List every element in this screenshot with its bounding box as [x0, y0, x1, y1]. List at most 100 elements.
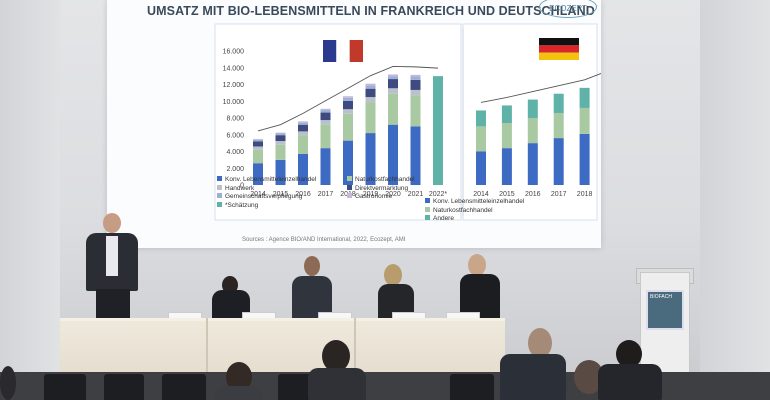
y-tick-label: 12.000	[223, 82, 245, 89]
bar-segment	[579, 87, 590, 108]
bar-segment	[365, 102, 376, 134]
x-tick-label: 2017	[318, 191, 334, 198]
panelist-1-head	[222, 276, 238, 294]
bar-segment	[579, 107, 590, 134]
bar-segment	[365, 97, 376, 103]
x-tick-label: 2014	[250, 191, 266, 198]
legend-item: Gemeinschaftsverpflegung	[217, 193, 316, 202]
panelist-3-head	[384, 264, 402, 286]
y-tick-label: 6.000	[226, 132, 244, 139]
trend-line	[480, 73, 601, 103]
bar-segment	[527, 118, 538, 144]
bar-segment	[320, 148, 331, 185]
presenter-shirt	[106, 236, 118, 276]
germany-flag	[539, 52, 579, 60]
y-tick-label: 14.000	[223, 65, 245, 72]
legend-item: Naturkostfachhandel	[347, 176, 415, 185]
legend-item: *Schätzung	[217, 201, 316, 211]
audience-head	[616, 340, 642, 368]
bar-segment	[365, 83, 376, 86]
bar-segment	[253, 146, 263, 150]
bar-segment	[388, 93, 398, 125]
france-legend-left: Konv. Lebensmitteleinzelhandel Handwerk …	[217, 176, 316, 210]
x-tick-label: 2020	[385, 191, 401, 198]
france-flag	[323, 40, 337, 62]
bar-segment	[410, 95, 421, 127]
bar-segment	[253, 141, 263, 147]
bar-segment	[501, 148, 512, 185]
bar-segment	[275, 144, 286, 160]
bar-segment	[275, 133, 286, 136]
bar-segment	[388, 88, 398, 94]
bar-segment	[365, 85, 376, 89]
bar-segment	[553, 138, 564, 185]
germany-flag	[539, 38, 579, 46]
bar-segment	[553, 112, 564, 139]
wall-panel-left	[0, 0, 60, 400]
bar-segment	[320, 110, 331, 113]
table-seam	[206, 318, 208, 384]
bar-segment	[365, 133, 376, 185]
table-seam	[354, 318, 356, 384]
bar-segment	[501, 105, 512, 124]
audience-head	[528, 328, 552, 358]
bar-segment	[320, 108, 331, 111]
audience-chair	[104, 374, 144, 400]
bar-segment	[476, 126, 486, 152]
legend-item: Naturkostfachhandel	[425, 206, 524, 216]
bar-segment	[388, 124, 398, 185]
bar-segment	[343, 109, 353, 114]
podium-screen: BIOFACH	[646, 290, 684, 330]
audience-chair	[162, 374, 206, 400]
trend-line	[257, 65, 439, 132]
bar-segment	[410, 126, 421, 185]
bar-segment	[433, 76, 443, 185]
ecozept-logo: ECOZEPT	[539, 0, 597, 18]
bar-segment	[298, 122, 308, 125]
bar-segment	[527, 99, 538, 118]
bar-segment	[343, 113, 353, 141]
y-tick-label: 2.000	[226, 166, 244, 173]
bar-segment	[388, 74, 398, 77]
legend-item: Gastronomie	[347, 193, 415, 202]
bar-segment	[343, 96, 353, 98]
x-tick-label: 2021	[408, 191, 424, 198]
bar-segment	[253, 149, 263, 164]
bar-segment	[298, 131, 308, 136]
bar-segment	[275, 132, 286, 134]
panelist-4-head	[468, 254, 486, 276]
france-flag	[336, 40, 350, 62]
bar-segment	[298, 154, 308, 185]
bar-segment	[275, 159, 286, 185]
legend-item: Handwerk	[217, 184, 316, 194]
bar-segment	[501, 123, 512, 149]
bar-segment	[476, 110, 486, 127]
france-legend-right: Naturkostfachhandel Direktvermarktung Ga…	[347, 176, 415, 202]
audience-chair	[44, 374, 86, 400]
wall-panel-right	[700, 0, 770, 400]
x-tick-label: 2015	[499, 191, 515, 198]
sales-chart: 0 2.000 4.000 6.000 8.000 10.000 12.000 14.000 1…	[214, 23, 601, 221]
projected-slide: UMSATZ MIT BIO-LEBENSMITTELN IN FRANKREI…	[107, 0, 601, 248]
bar-segment	[527, 143, 538, 185]
audience-head	[322, 340, 350, 372]
france-flag	[349, 40, 363, 62]
bar-segment	[579, 133, 590, 185]
audience-body	[214, 386, 262, 400]
y-tick-label: 4.000	[226, 149, 244, 156]
bar-segment	[298, 121, 308, 123]
y-tick-label: 10.000	[223, 99, 245, 106]
bar-segment	[253, 163, 263, 185]
audience-body	[598, 364, 662, 400]
bar-segment	[553, 93, 564, 113]
bar-segment	[253, 138, 263, 140]
bar-segment	[410, 79, 421, 90]
y-tick-label: 0	[240, 183, 244, 190]
legend-item: Andere	[425, 215, 524, 224]
presenter-legs	[96, 289, 130, 319]
bar-segment	[320, 120, 331, 125]
bar-segment	[388, 76, 398, 80]
bar-segment	[343, 97, 353, 101]
legend-item: Direktvermarktung	[347, 184, 415, 194]
